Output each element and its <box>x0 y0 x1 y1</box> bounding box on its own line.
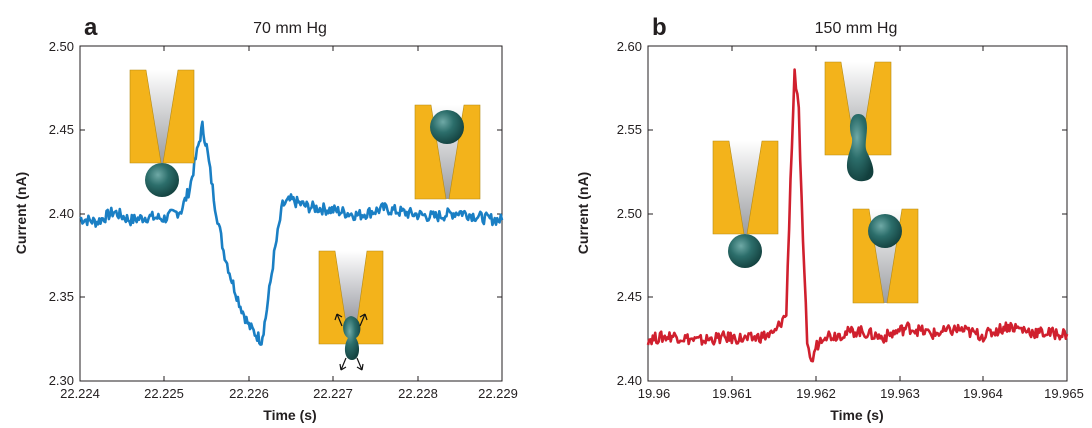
panel-a-x-axis-title: Time (s) <box>263 407 316 423</box>
panel-b-x-ticks: 19.96 19.961 19.962 19.963 19.964 19.965 <box>638 46 1084 401</box>
panel-b-xtick-label: 19.961 <box>712 386 752 401</box>
panel-a-xtick-label: 22.225 <box>144 386 184 401</box>
particle-icon <box>145 163 179 197</box>
panel-b-xtick-label: 19.96 <box>638 386 671 401</box>
panel-a-letter: a <box>84 14 98 41</box>
particle-icon <box>430 110 464 144</box>
panel-a-x-ticks: 22.224 22.225 22.226 22.227 22.228 22.22… <box>60 46 518 401</box>
panel-b-ytick-label: 2.45 <box>617 289 642 304</box>
panel-a-xtick-label: 22.228 <box>398 386 438 401</box>
panel-a-xtick-label: 22.229 <box>478 386 518 401</box>
panel-b-xtick-label: 19.965 <box>1044 386 1084 401</box>
panel-b-title: 150 mm Hg <box>815 20 898 37</box>
panel-a-xtick-label: 22.224 <box>60 386 100 401</box>
pipette-with-particle-before-entry <box>712 140 779 268</box>
panel-b-y-ticks: 2.40 2.45 2.50 2.55 2.60 <box>617 39 1067 388</box>
panel-a-ytick-label: 2.45 <box>49 122 74 137</box>
panel-b-xtick-label: 19.963 <box>880 386 920 401</box>
panel-a-title: 70 mm Hg <box>253 20 327 37</box>
particle-icon <box>728 234 762 268</box>
panel-a-xtick-label: 22.227 <box>313 386 353 401</box>
panel-a-ytick-label: 2.40 <box>49 206 74 221</box>
panel-b-ytick-label: 2.60 <box>617 39 642 54</box>
panel-b-xtick-label: 19.964 <box>963 386 1003 401</box>
arrow-down-right-icon <box>356 357 364 371</box>
pipette-with-particle-before-entry <box>129 69 195 197</box>
deforming-particle-icon <box>343 316 361 360</box>
arrow-up-left-icon <box>334 313 343 327</box>
panel-b-xtick-label: 19.962 <box>796 386 836 401</box>
particle-icon <box>868 214 902 248</box>
panel-a-ytick-label: 2.35 <box>49 289 74 304</box>
panel-b-ytick-label: 2.40 <box>617 373 642 388</box>
panel-a-ytick-label: 2.30 <box>49 373 74 388</box>
panel-b-series-line <box>646 68 1069 363</box>
arrow-down-left-icon <box>339 357 347 371</box>
pipette-with-particle-translocating <box>824 61 892 182</box>
panel-b-ytick-label: 2.55 <box>617 122 642 137</box>
panel-a: a 70 mm Hg 2.30 2.35 2.40 2.45 2.50 22.2… <box>13 14 518 423</box>
pipette-with-particle-inside <box>414 104 481 200</box>
panel-a-series-line <box>79 120 504 346</box>
panel-a-y-ticks: 2.30 2.35 2.40 2.45 2.50 <box>49 39 502 388</box>
panel-a-xtick-label: 22.226 <box>229 386 269 401</box>
pipette-with-particle-translocating <box>318 250 384 371</box>
arrow-up-right-icon <box>359 313 368 327</box>
deforming-particle-icon <box>846 114 874 182</box>
panel-b-letter: b <box>652 14 667 41</box>
panel-b-y-axis-title: Current (nA) <box>575 172 591 254</box>
panel-a-y-axis-title: Current (nA) <box>13 172 29 254</box>
pipette-with-particle-inside <box>852 208 919 304</box>
panel-b: b 150 mm Hg 2.40 2.45 2.50 2.55 2.60 19.… <box>575 14 1084 423</box>
panel-b-x-axis-title: Time (s) <box>830 407 883 423</box>
panel-a-ytick-label: 2.50 <box>49 39 74 54</box>
panel-b-ytick-label: 2.50 <box>617 206 642 221</box>
